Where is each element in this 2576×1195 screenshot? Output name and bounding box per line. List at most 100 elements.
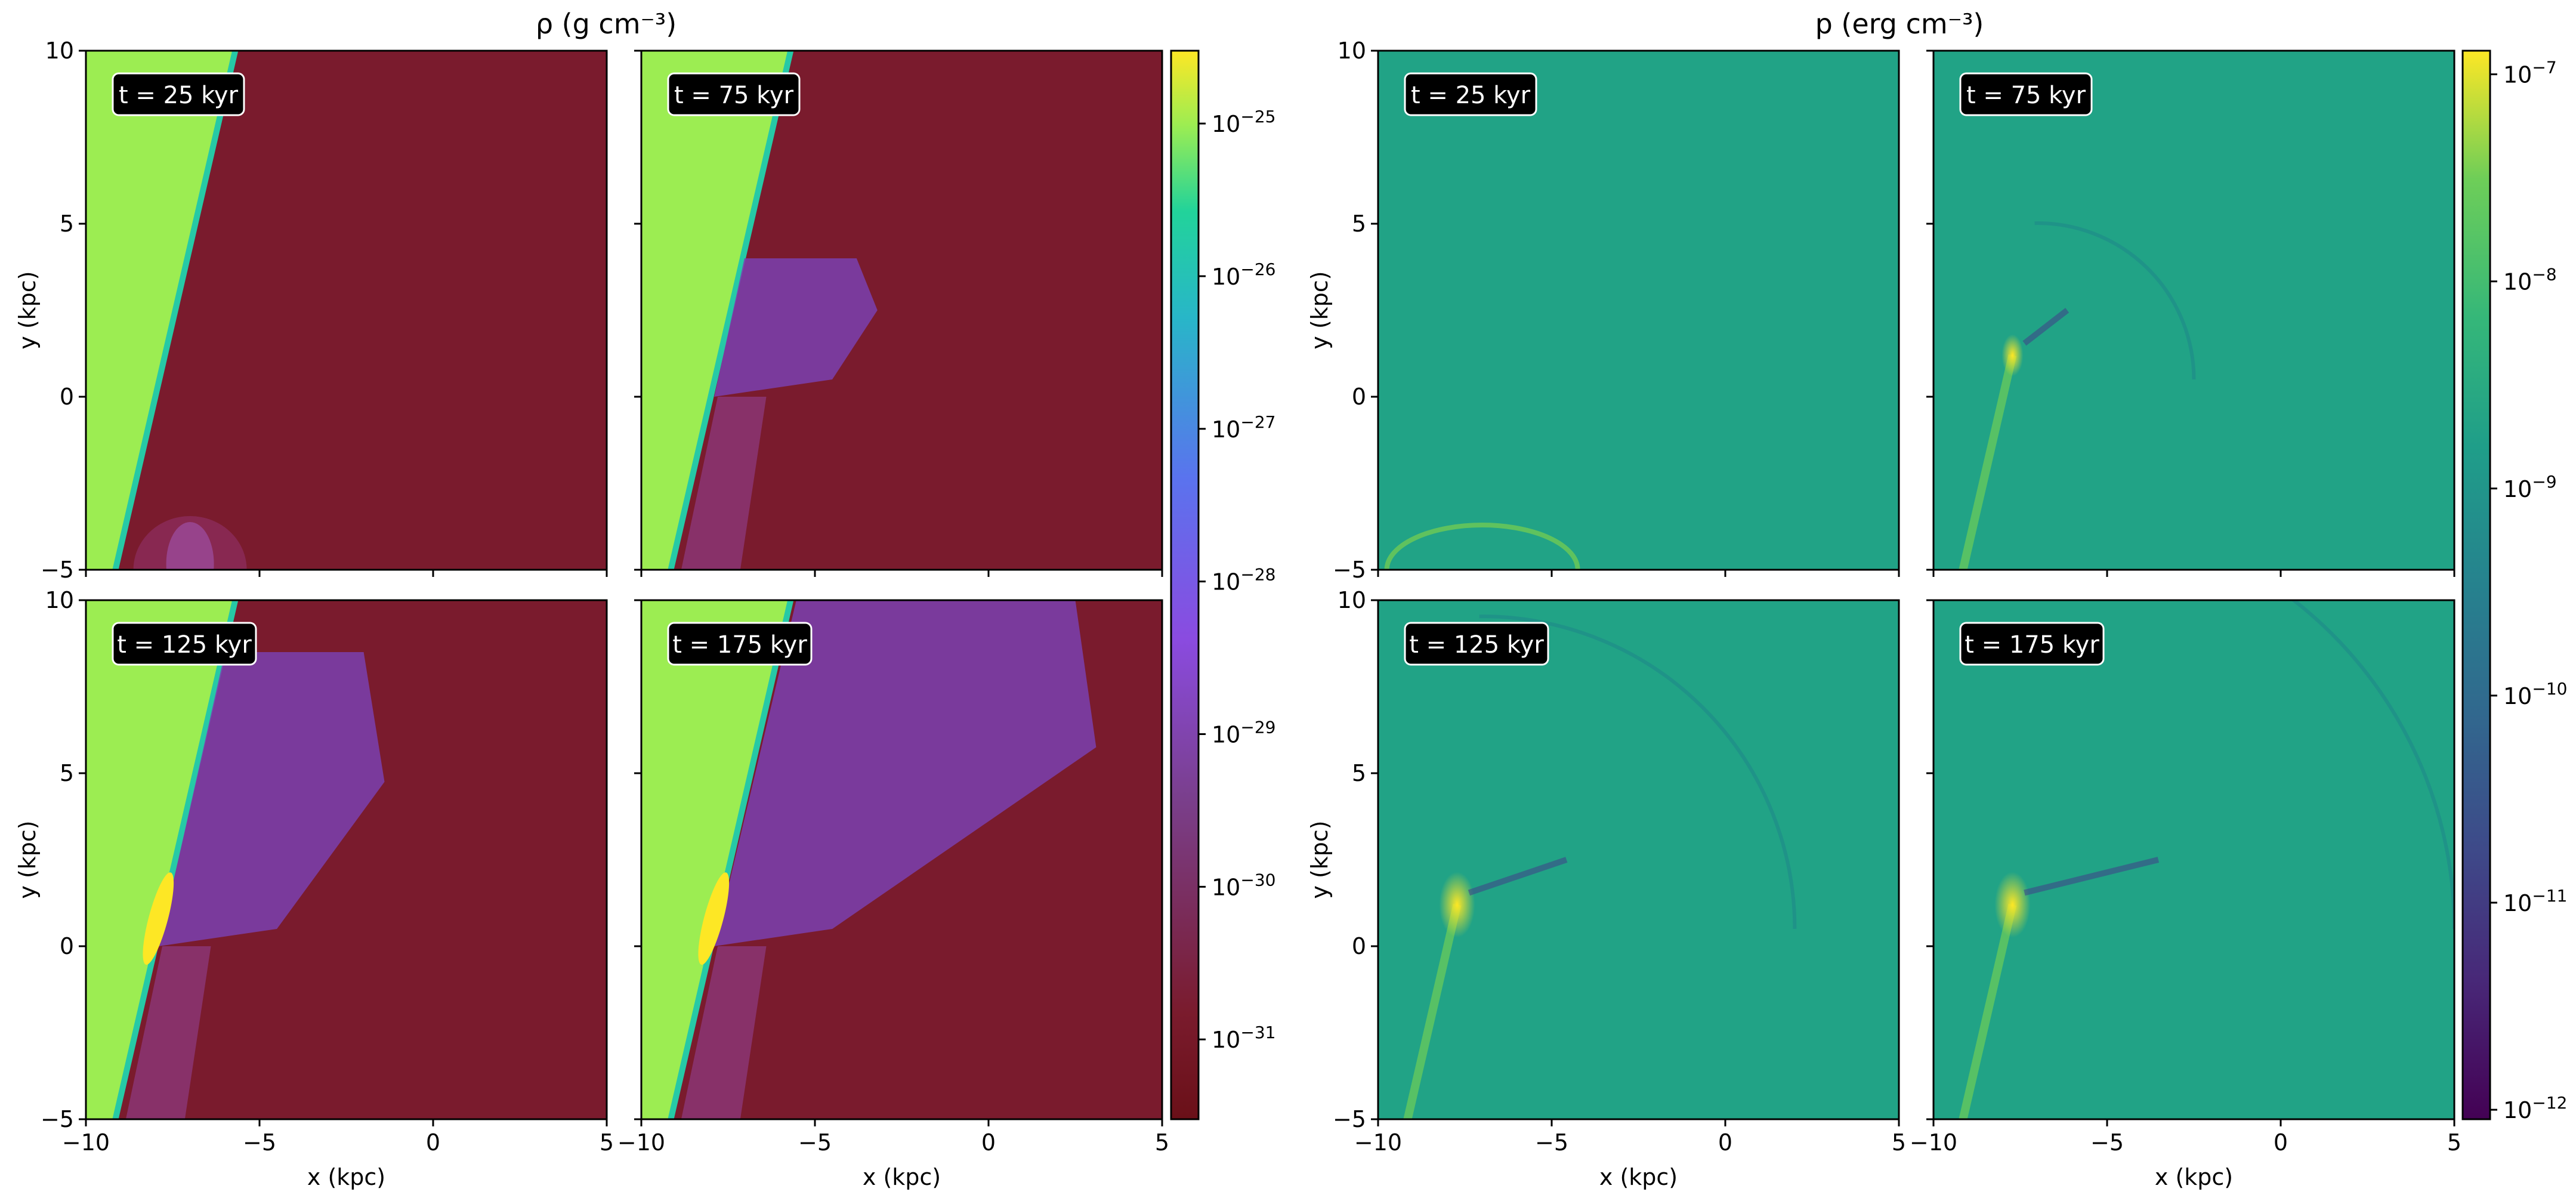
time-badge-label: t = 175 kyr xyxy=(1965,631,2099,659)
compressed-edge xyxy=(1959,354,2017,570)
x-tick-label: −5 xyxy=(1535,1129,1568,1156)
shock-head xyxy=(143,872,174,965)
time-badge-label: t = 175 kyr xyxy=(672,631,807,659)
low-pressure-streak xyxy=(2022,308,2070,346)
y-tick-label: 0 xyxy=(1352,384,1366,410)
x-tick-label: −5 xyxy=(798,1129,832,1156)
shock-front xyxy=(2034,221,2196,380)
y-tick-label: 0 xyxy=(60,933,74,959)
low-pressure-streak xyxy=(1468,857,1568,896)
wedge-boundary xyxy=(112,51,239,570)
colorbar-tick-label: 10−11 xyxy=(2503,886,2567,916)
time-badge xyxy=(667,72,801,116)
y-tick-label: 5 xyxy=(1352,211,1366,237)
compressed-edge xyxy=(1959,903,2017,1119)
x-tick-label: 0 xyxy=(2274,1129,2288,1156)
x-tick-label: −10 xyxy=(1910,1129,1957,1156)
y-tick-label: 5 xyxy=(60,760,74,786)
compressed-edge xyxy=(1403,903,1462,1119)
x-tick-label: 5 xyxy=(1155,1129,1169,1156)
pressure-panel-175: −10 −5 0 5 x (kpc) t = 175 kyr xyxy=(1910,599,2461,1190)
x-tick-label: 5 xyxy=(600,1129,614,1156)
y-tick-label: −5 xyxy=(41,1106,74,1132)
x-tick-label: −10 xyxy=(1354,1129,1402,1156)
plume xyxy=(714,600,1097,946)
time-badge xyxy=(1404,72,1537,116)
y-tick-label: 5 xyxy=(1352,760,1366,786)
colorbar-tick-label: 10−30 xyxy=(1212,870,1275,900)
colorbar-tick-label: 10−29 xyxy=(1212,718,1275,748)
y-axis-label: y (kpc) xyxy=(1306,820,1333,898)
colorbar-tick-label: 10−28 xyxy=(1212,565,1275,595)
wedge-boundary xyxy=(112,600,239,1119)
time-badge-label: t = 125 kyr xyxy=(117,631,252,659)
density-panel-25: −5 0 5 10 y (kpc) t = 25 kyr xyxy=(14,38,608,583)
pressure-title: p (erg cm⁻³) xyxy=(1815,8,1984,40)
jet-column xyxy=(125,946,211,1119)
ambient-pressure xyxy=(1378,600,1899,1119)
density-panel-175: −10 −5 0 5 x (kpc) t = 175 kyr xyxy=(617,599,1169,1190)
y-tick-label: −5 xyxy=(1333,557,1366,583)
time-badge xyxy=(1404,622,1549,666)
pressure-panel-25: −5 0 5 10 y (kpc) t = 25 kyr xyxy=(1306,38,1900,583)
time-badge-label: t = 25 kyr xyxy=(1411,82,1531,109)
x-tick-label: 0 xyxy=(1718,1129,1732,1156)
dense-wedge xyxy=(641,51,791,570)
time-badge-label: t = 75 kyr xyxy=(674,82,794,109)
density-panel-75: t = 75 kyr xyxy=(634,50,1163,577)
ambient-pressure xyxy=(1933,600,2454,1119)
y-tick-label: 0 xyxy=(1352,933,1366,959)
x-tick-label: 0 xyxy=(426,1129,440,1156)
x-axis-label: x (kpc) xyxy=(307,1164,385,1190)
jet-core xyxy=(166,522,214,570)
dense-wedge xyxy=(86,600,236,1119)
time-badge xyxy=(112,72,245,116)
shock-front xyxy=(1479,615,1797,930)
time-badge xyxy=(1959,622,2105,666)
colorbar-gradient xyxy=(2461,50,2491,1120)
x-tick-label: −5 xyxy=(243,1129,276,1156)
density-colorbar: 10−25 10−26 10−27 10−28 10−29 10−30 10−31 xyxy=(1170,50,1275,1120)
x-tick-label: 5 xyxy=(2447,1129,2461,1156)
y-axis-label: y (kpc) xyxy=(14,820,41,898)
jet-column xyxy=(681,946,767,1119)
pressure-panel-75: t = 75 kyr xyxy=(1926,50,2455,577)
x-axis-label: x (kpc) xyxy=(863,1164,941,1190)
time-badge xyxy=(667,622,813,666)
jet-column xyxy=(681,397,767,570)
ambient-pressure xyxy=(1933,51,2454,570)
y-tick-label: 10 xyxy=(45,587,74,613)
x-tick-label: −10 xyxy=(62,1129,110,1156)
colorbar-tick-label: 10−31 xyxy=(1212,1023,1275,1053)
axes-frame xyxy=(85,50,608,571)
axes-frame xyxy=(640,599,1163,1120)
x-tick-label: −5 xyxy=(2090,1129,2124,1156)
colorbar-tick-label: 10−7 xyxy=(2503,58,2557,88)
density-title: ρ (g cm⁻³) xyxy=(536,8,677,40)
y-tick-label: 5 xyxy=(60,211,74,237)
bow-shock xyxy=(1384,523,1580,570)
x-tick-label: 0 xyxy=(981,1129,996,1156)
y-tick-label: 10 xyxy=(1338,587,1366,613)
x-tick-label: −10 xyxy=(617,1129,665,1156)
time-badge-label: t = 25 kyr xyxy=(119,82,239,109)
time-badge-label: t = 125 kyr xyxy=(1409,631,1544,659)
pressure-peak xyxy=(1439,872,1475,938)
shock-head xyxy=(698,872,730,965)
time-badge xyxy=(1959,72,2093,116)
dense-wedge xyxy=(641,600,791,1119)
colorbar-tick-label: 10−9 xyxy=(2503,472,2557,502)
x-axis-label: x (kpc) xyxy=(1599,1164,1678,1190)
axes-frame xyxy=(1932,599,2455,1120)
pressure-colorbar: 10−7 10−8 10−9 10−10 10−11 10−12 xyxy=(2461,50,2567,1123)
y-axis-label: y (kpc) xyxy=(14,271,41,349)
y-tick-label: −5 xyxy=(1333,1106,1366,1132)
x-axis-label: x (kpc) xyxy=(2155,1164,2233,1190)
plume xyxy=(159,652,385,946)
low-pressure-streak xyxy=(2024,857,2160,896)
ambient-pressure xyxy=(1378,51,1899,570)
y-tick-label: 10 xyxy=(1338,38,1366,64)
shock-front xyxy=(2290,600,2454,930)
